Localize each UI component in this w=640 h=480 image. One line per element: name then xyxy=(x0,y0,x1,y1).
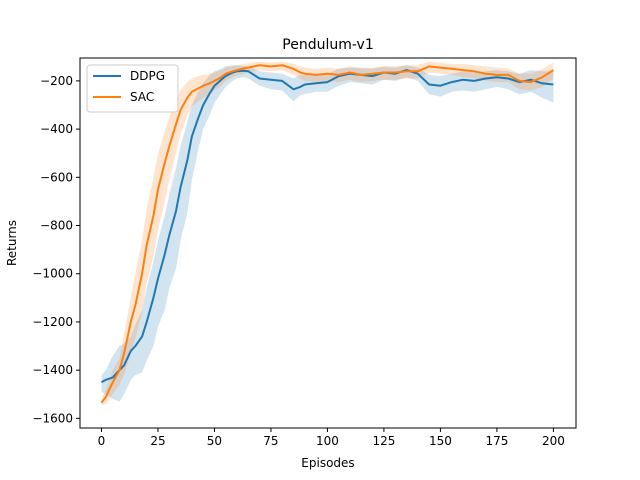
legend: DDPG SAC xyxy=(86,64,179,113)
plot-area-frame xyxy=(79,57,577,429)
series-line-sac xyxy=(100,64,554,404)
x-tick-label: 125 xyxy=(372,434,395,448)
x-axis-label: Episodes xyxy=(301,456,354,470)
series-lines xyxy=(100,64,554,404)
x-tick-label: 50 xyxy=(207,434,222,448)
x-tick-label: 0 xyxy=(98,434,106,448)
x-tick-label: 25 xyxy=(150,434,165,448)
y-axis-label: Returns xyxy=(5,220,19,266)
y-tick-label: −1200 xyxy=(32,315,73,329)
x-axis-ticks: 0 25 50 75 100 125 150 175 200 xyxy=(98,428,565,448)
y-tick-label: −1600 xyxy=(32,411,73,425)
x-tick-label: 100 xyxy=(316,434,339,448)
y-tick-label: −400 xyxy=(40,122,73,136)
x-tick-label: 175 xyxy=(485,434,508,448)
x-tick-label: 75 xyxy=(263,434,278,448)
legend-label-ddpg: DDPG xyxy=(130,69,165,83)
x-tick-label: 200 xyxy=(542,434,565,448)
y-tick-label: −200 xyxy=(40,74,73,88)
x-tick-label: 150 xyxy=(429,434,452,448)
y-tick-label: −800 xyxy=(40,219,73,233)
y-tick-label: −600 xyxy=(40,170,73,184)
series-line-ddpg xyxy=(101,69,554,384)
chart-title: Pendulum-v1 xyxy=(282,37,373,53)
legend-label-sac: SAC xyxy=(130,90,154,104)
y-axis-ticks: −1600 −1400 −1200 −1000 −800 −600 −400 −200 xyxy=(32,74,80,425)
y-tick-label: −1000 xyxy=(32,267,73,281)
y-tick-label: −1400 xyxy=(32,363,73,377)
